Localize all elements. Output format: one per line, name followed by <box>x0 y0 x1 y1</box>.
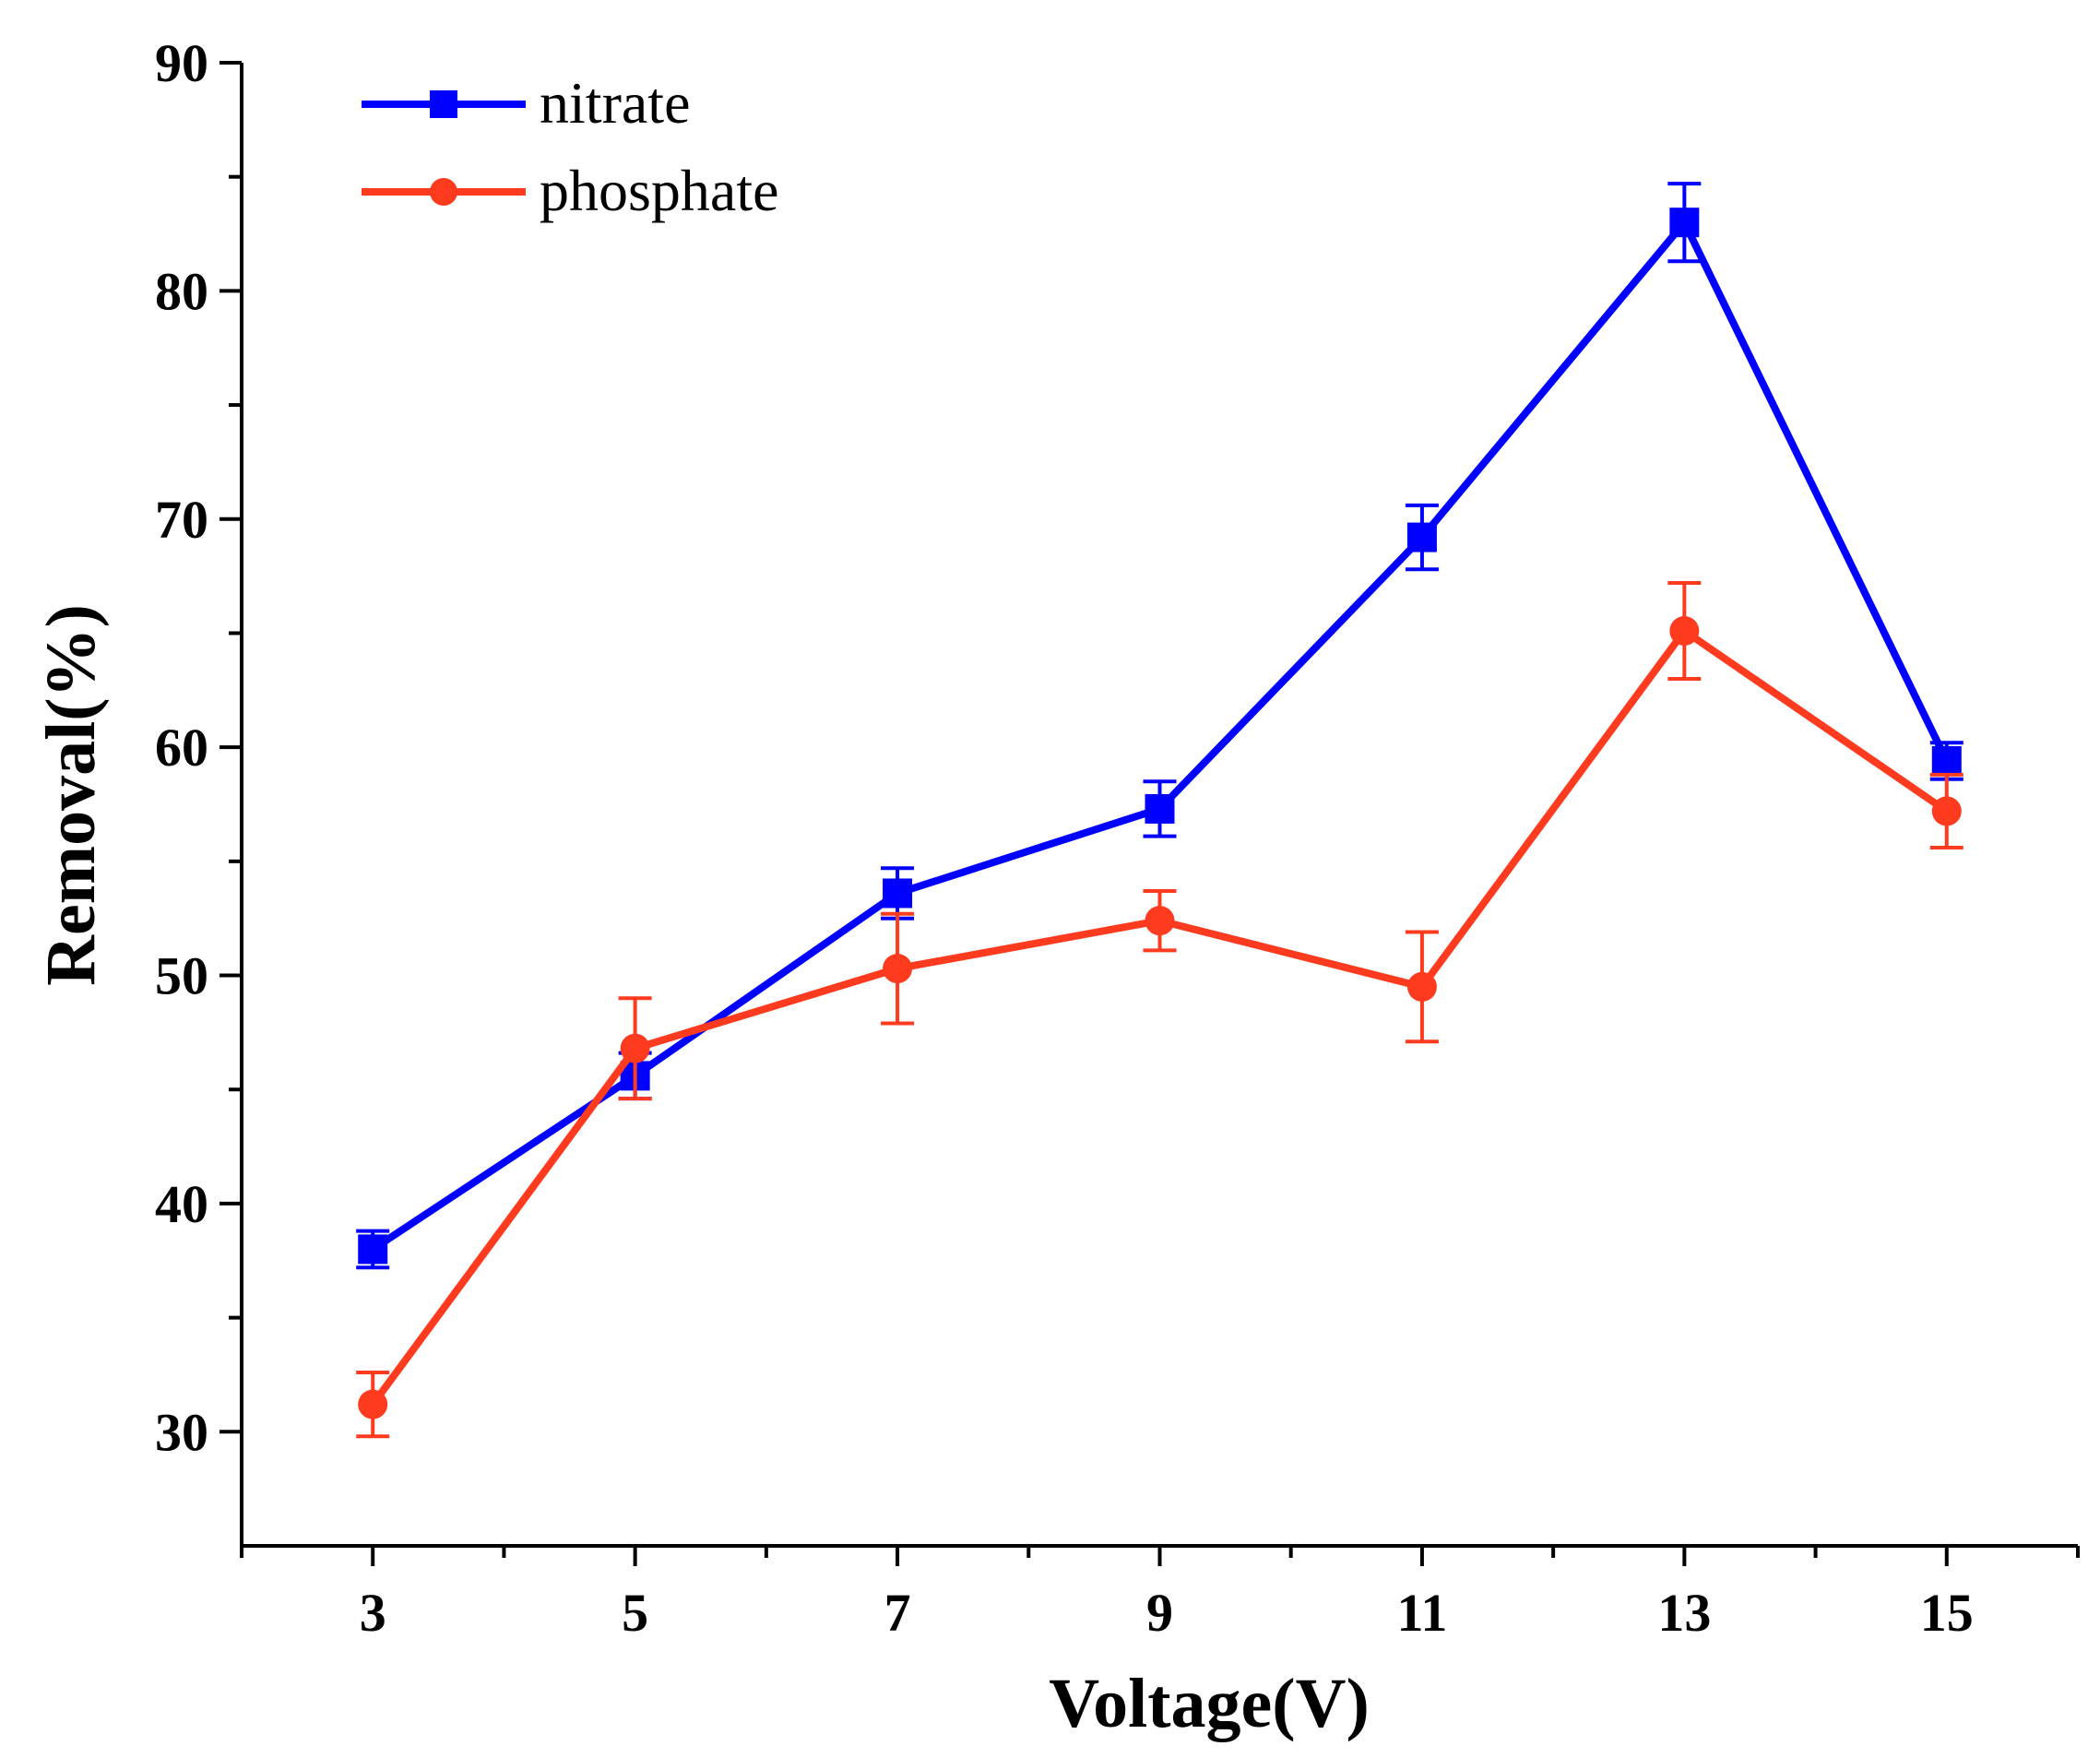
legend-marker-nitrate <box>430 90 457 118</box>
phosphate-point <box>620 1033 650 1063</box>
y-tick-label: 90 <box>155 33 208 93</box>
nitrate-point <box>358 1234 388 1265</box>
x-tick-label: 7 <box>884 1583 911 1643</box>
x-tick-label: 15 <box>1920 1583 1974 1643</box>
x-tick-label: 9 <box>1146 1583 1173 1643</box>
nitrate-point <box>1406 522 1437 552</box>
legend: nitrate phosphate <box>362 70 779 223</box>
y-tick-label: 60 <box>155 718 208 778</box>
phosphate-point <box>358 1389 388 1419</box>
phosphate-line <box>369 626 1950 1407</box>
phosphate-point <box>1669 615 1700 646</box>
x-tick-label: 11 <box>1397 1583 1448 1643</box>
y-tick-label: 80 <box>155 261 208 321</box>
phosphate-point <box>1406 971 1437 1002</box>
legend-marker-phosphate <box>430 178 457 206</box>
y-axis-title: Removal(%) <box>32 604 110 986</box>
phosphate-point <box>1931 796 1962 826</box>
ticks: 30 40 50 60 70 80 90 3 5 7 9 11 13 15 <box>155 33 2080 1643</box>
series-layer <box>356 182 1964 1439</box>
y-tick-label: 70 <box>155 490 208 550</box>
legend-item-phosphate: phosphate <box>362 158 779 223</box>
x-tick-label: 13 <box>1657 1583 1711 1643</box>
y-tick-label: 30 <box>155 1402 208 1462</box>
phosphate-point <box>1145 906 1175 936</box>
nitrate-point <box>883 878 913 909</box>
x-tick-label: 5 <box>622 1583 648 1643</box>
y-tick-label: 50 <box>155 946 208 1006</box>
y-tick-label: 40 <box>155 1174 208 1234</box>
phosphate-point <box>883 954 913 984</box>
nitrate-point <box>1145 793 1175 824</box>
legend-item-nitrate: nitrate <box>362 70 690 136</box>
nitrate-line <box>371 219 1951 1253</box>
legend-label-nitrate: nitrate <box>540 70 690 136</box>
x-axis-title: Voltage(V) <box>1049 1665 1370 1742</box>
nitrate-point <box>1669 208 1700 238</box>
series-phosphate <box>356 581 1964 1439</box>
x-tick-label: 3 <box>360 1583 386 1643</box>
nitrate-point <box>1931 745 1962 776</box>
legend-label-phosphate: phosphate <box>540 158 779 223</box>
